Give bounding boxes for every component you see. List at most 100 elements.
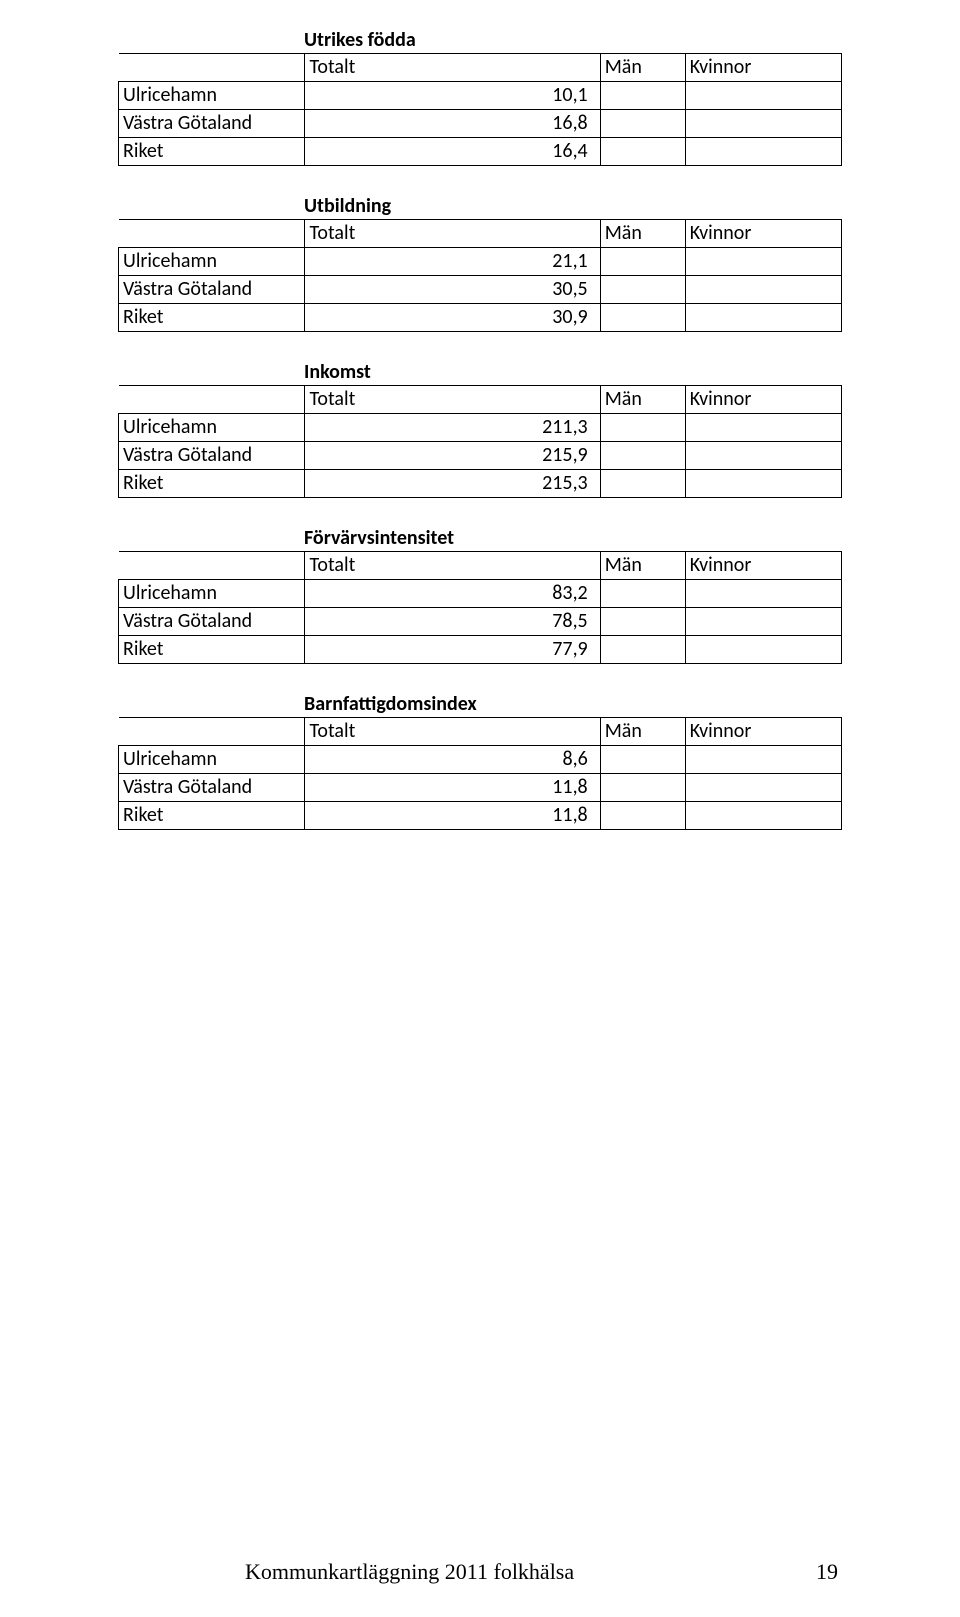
table-utbildning: Utbildning Totalt Män Kvinnor Ulricehamn… [118, 194, 842, 332]
row-man [600, 248, 685, 276]
table-row: Riket 16,4 [119, 138, 842, 166]
header-blank [119, 718, 305, 746]
data-table: Totalt Män Kvinnor Ulricehamn 21,1 Västr… [118, 219, 842, 332]
row-label: Västra Götaland [119, 442, 305, 470]
data-table: Totalt Män Kvinnor Ulricehamn 83,2 Västr… [118, 551, 842, 664]
row-kvinnor [685, 802, 841, 830]
row-value: 215,9 [305, 442, 600, 470]
row-kvinnor [685, 746, 841, 774]
row-man [600, 746, 685, 774]
row-label: Ulricehamn [119, 580, 305, 608]
row-value: 11,8 [305, 802, 600, 830]
table-row: Västra Götaland 16,8 [119, 110, 842, 138]
row-man [600, 276, 685, 304]
row-man [600, 82, 685, 110]
table-row: Ulricehamn 211,3 [119, 414, 842, 442]
table-title: Inkomst [304, 360, 842, 385]
row-kvinnor [685, 138, 841, 166]
header-totalt: Totalt [305, 54, 600, 82]
header-kvinnor: Kvinnor [685, 220, 841, 248]
row-label: Ulricehamn [119, 248, 305, 276]
header-kvinnor: Kvinnor [685, 718, 841, 746]
header-man: Män [600, 54, 685, 82]
row-man [600, 774, 685, 802]
row-kvinnor [685, 248, 841, 276]
row-man [600, 414, 685, 442]
row-label: Västra Götaland [119, 110, 305, 138]
table-row: Ulricehamn 10,1 [119, 82, 842, 110]
row-kvinnor [685, 110, 841, 138]
table-row: Riket 215,3 [119, 470, 842, 498]
header-blank [119, 54, 305, 82]
table-row: Riket 77,9 [119, 636, 842, 664]
table-row: Västra Götaland 30,5 [119, 276, 842, 304]
header-blank [119, 552, 305, 580]
row-label: Västra Götaland [119, 276, 305, 304]
row-label: Riket [119, 802, 305, 830]
header-man: Män [600, 220, 685, 248]
footer-page-number: 19 [816, 1559, 838, 1585]
data-table: Totalt Män Kvinnor Ulricehamn 8,6 Västra… [118, 717, 842, 830]
header-blank [119, 220, 305, 248]
row-man [600, 608, 685, 636]
row-kvinnor [685, 580, 841, 608]
content-area: Utrikes födda Totalt Män Kvinnor Ulriceh… [118, 28, 842, 858]
table-row: Västra Götaland 215,9 [119, 442, 842, 470]
table-row: Västra Götaland 11,8 [119, 774, 842, 802]
table-row: Ulricehamn 21,1 [119, 248, 842, 276]
row-man [600, 138, 685, 166]
row-value: 77,9 [305, 636, 600, 664]
row-man [600, 110, 685, 138]
table-inkomst: Inkomst Totalt Män Kvinnor Ulricehamn 21… [118, 360, 842, 498]
row-value: 16,8 [305, 110, 600, 138]
table-header-row: Totalt Män Kvinnor [119, 386, 842, 414]
header-kvinnor: Kvinnor [685, 386, 841, 414]
row-value: 8,6 [305, 746, 600, 774]
header-man: Män [600, 552, 685, 580]
row-man [600, 636, 685, 664]
row-value: 16,4 [305, 138, 600, 166]
row-kvinnor [685, 82, 841, 110]
table-header-row: Totalt Män Kvinnor [119, 220, 842, 248]
table-header-row: Totalt Män Kvinnor [119, 54, 842, 82]
table-row: Riket 11,8 [119, 802, 842, 830]
row-kvinnor [685, 304, 841, 332]
row-kvinnor [685, 608, 841, 636]
row-man [600, 802, 685, 830]
row-kvinnor [685, 442, 841, 470]
table-title: Utbildning [304, 194, 842, 219]
row-label: Ulricehamn [119, 82, 305, 110]
table-title: Förvärvsintensitet [304, 526, 842, 551]
row-kvinnor [685, 414, 841, 442]
row-label: Riket [119, 138, 305, 166]
header-man: Män [600, 386, 685, 414]
row-label: Riket [119, 304, 305, 332]
row-value: 83,2 [305, 580, 600, 608]
row-label: Riket [119, 636, 305, 664]
data-table: Totalt Män Kvinnor Ulricehamn 10,1 Västr… [118, 53, 842, 166]
table-title: Barnfattigdomsindex [304, 692, 842, 717]
header-man: Män [600, 718, 685, 746]
row-kvinnor [685, 470, 841, 498]
header-totalt: Totalt [305, 552, 600, 580]
row-value: 11,8 [305, 774, 600, 802]
row-man [600, 304, 685, 332]
header-kvinnor: Kvinnor [685, 54, 841, 82]
data-table: Totalt Män Kvinnor Ulricehamn 211,3 Väst… [118, 385, 842, 498]
table-header-row: Totalt Män Kvinnor [119, 718, 842, 746]
row-label: Ulricehamn [119, 746, 305, 774]
header-kvinnor: Kvinnor [685, 552, 841, 580]
row-man [600, 442, 685, 470]
row-label: Västra Götaland [119, 774, 305, 802]
table-row: Västra Götaland 78,5 [119, 608, 842, 636]
table-header-row: Totalt Män Kvinnor [119, 552, 842, 580]
row-kvinnor [685, 774, 841, 802]
row-value: 211,3 [305, 414, 600, 442]
row-kvinnor [685, 636, 841, 664]
table-row: Ulricehamn 83,2 [119, 580, 842, 608]
row-value: 30,5 [305, 276, 600, 304]
table-row: Ulricehamn 8,6 [119, 746, 842, 774]
row-value: 10,1 [305, 82, 600, 110]
row-man [600, 470, 685, 498]
header-totalt: Totalt [305, 220, 600, 248]
